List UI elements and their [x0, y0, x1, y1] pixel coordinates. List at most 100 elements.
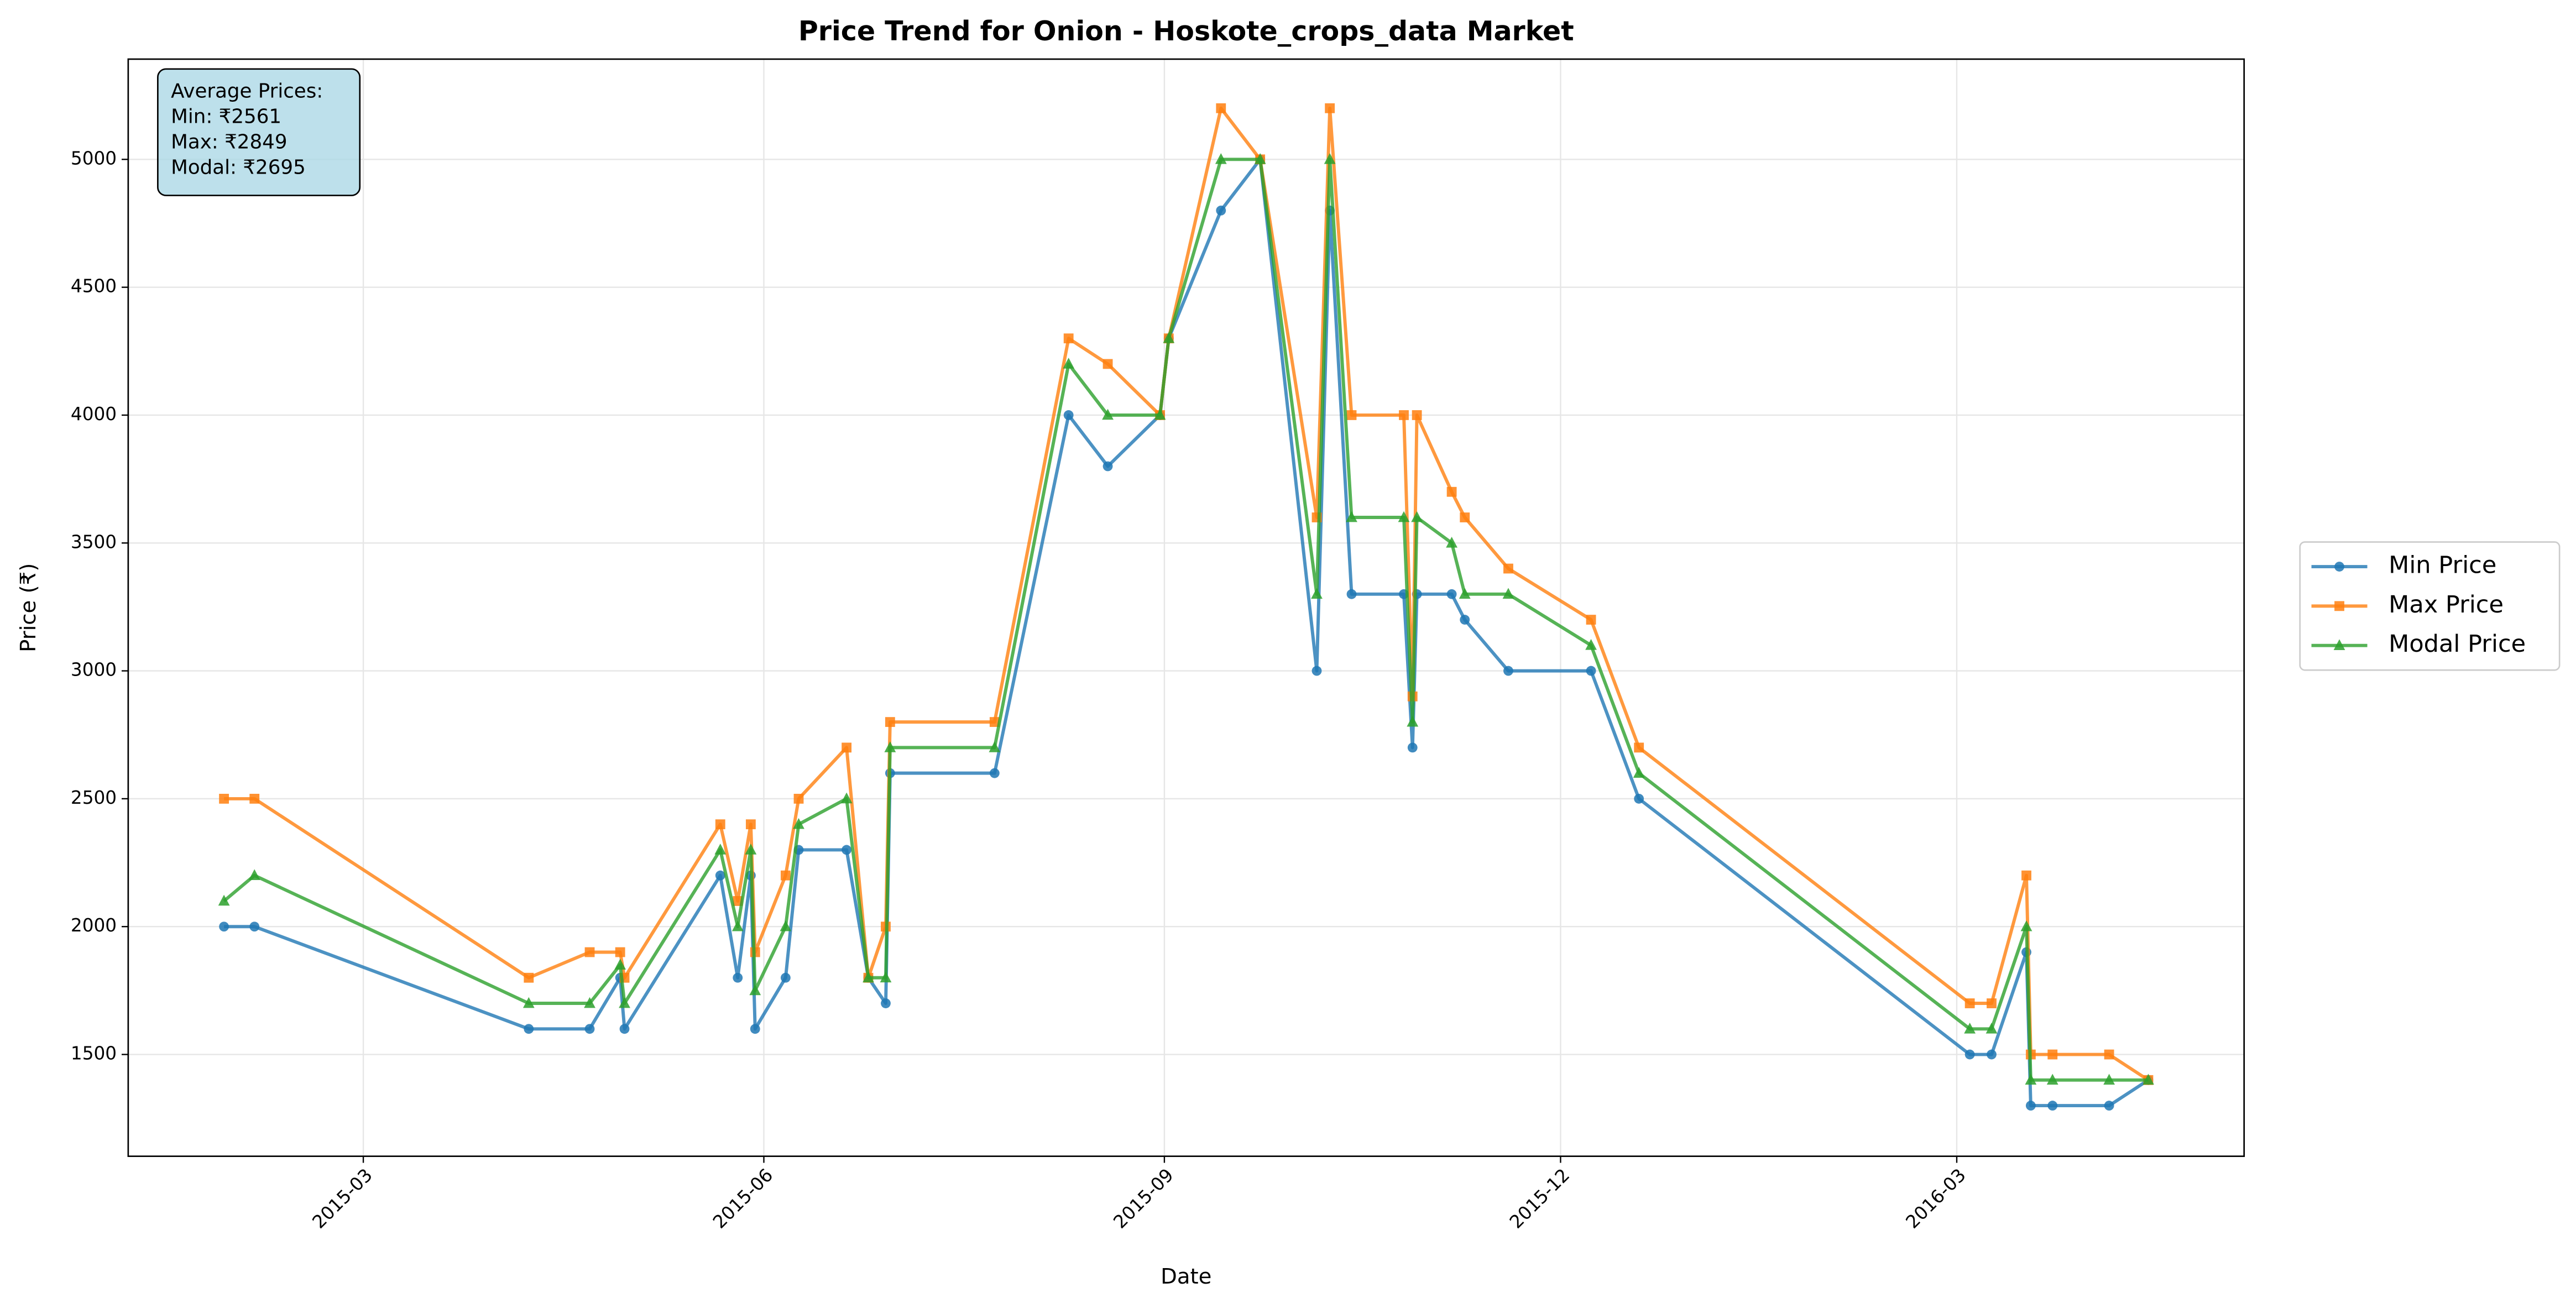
marker	[1633, 767, 1645, 778]
marker	[1102, 359, 1113, 369]
marker	[842, 742, 852, 753]
marker	[733, 972, 743, 983]
marker	[2103, 1074, 2115, 1085]
marker	[1311, 588, 1323, 599]
marker	[2020, 920, 2032, 931]
marker	[1446, 589, 1457, 599]
marker	[745, 819, 756, 830]
marker	[1411, 511, 1423, 522]
y-tick-label: 5000	[71, 148, 117, 169]
marker	[1460, 512, 1470, 522]
marker	[1634, 794, 1644, 804]
marker	[1459, 588, 1471, 599]
marker	[522, 997, 535, 1008]
annotation-text: Modal: ₹2695	[171, 156, 306, 179]
marker	[1399, 410, 1409, 420]
marker	[750, 1024, 760, 1034]
legend-label: Min Price	[2389, 552, 2496, 579]
marker	[524, 1024, 534, 1034]
marker	[989, 717, 1000, 727]
marker	[1216, 205, 1226, 216]
marker	[863, 971, 874, 983]
marker	[1446, 486, 1457, 497]
marker	[615, 947, 625, 957]
marker	[584, 1024, 595, 1034]
marker	[714, 844, 727, 855]
marker	[1987, 1049, 1997, 1060]
marker	[1154, 409, 1166, 420]
y-tick-label: 2500	[71, 787, 117, 808]
marker	[2047, 1101, 2058, 1111]
marker	[1412, 410, 1422, 420]
marker	[989, 768, 1000, 778]
marker	[745, 844, 757, 855]
annotation-text: Average Prices:	[171, 80, 323, 102]
marker	[619, 1024, 630, 1034]
y-tick-label: 3500	[71, 531, 117, 552]
marker	[885, 717, 895, 727]
marker	[614, 959, 626, 970]
marker	[219, 921, 229, 932]
marker	[1324, 153, 1336, 164]
marker	[1446, 536, 1458, 548]
y-tick-label: 2000	[71, 915, 117, 936]
legend-box	[2299, 541, 2561, 671]
marker	[1460, 615, 1470, 625]
annotation-box	[157, 68, 361, 196]
marker	[1325, 103, 1335, 113]
marker	[1063, 410, 1074, 420]
marker	[2025, 1101, 2036, 1111]
legend-label: Max Price	[2389, 591, 2504, 619]
marker	[1407, 742, 1418, 753]
marker	[219, 794, 229, 804]
marker	[1216, 103, 1226, 113]
marker	[1407, 715, 1419, 727]
marker	[780, 870, 791, 881]
marker	[1503, 563, 1513, 574]
marker	[1964, 1022, 1976, 1034]
marker	[1163, 332, 1175, 343]
marker	[780, 972, 791, 983]
marker	[1063, 358, 1075, 369]
marker	[1586, 666, 1596, 676]
marker	[1585, 639, 1597, 650]
marker	[749, 984, 761, 996]
marker	[2104, 1049, 2114, 1060]
y-tick-label: 4000	[71, 404, 117, 425]
marker	[2021, 870, 2031, 881]
y-tick-label: 1500	[71, 1043, 117, 1064]
marker	[884, 741, 896, 752]
legend-marker	[2334, 562, 2344, 572]
marker	[840, 792, 853, 804]
marker	[989, 741, 1001, 752]
marker	[1503, 666, 1513, 676]
marker	[249, 794, 260, 804]
marker	[1586, 615, 1596, 625]
marker	[2046, 1074, 2058, 1085]
marker	[1346, 511, 1357, 522]
marker	[1063, 333, 1074, 344]
marker	[793, 794, 804, 804]
plot-frame	[127, 58, 2245, 1158]
marker	[249, 921, 260, 932]
annotation-text: Max: ₹2849	[171, 130, 287, 153]
annotation-text: Min: ₹2561	[171, 105, 281, 128]
marker	[1346, 589, 1357, 599]
chart-title: Price Trend for Onion - Hoskote_crops_da…	[798, 15, 1574, 47]
marker	[780, 920, 792, 931]
marker	[218, 894, 230, 906]
legend-label: Modal Price	[2389, 630, 2526, 658]
marker	[2104, 1101, 2114, 1111]
marker	[1398, 511, 1410, 522]
marker	[793, 818, 804, 829]
y-tick-label: 3000	[71, 659, 117, 680]
marker	[880, 971, 892, 983]
y-tick-label: 4500	[71, 276, 117, 297]
marker	[1987, 998, 1997, 1008]
marker	[1102, 461, 1113, 472]
marker	[731, 920, 744, 931]
y-axis-label: Price (₹)	[16, 563, 41, 652]
marker	[584, 947, 595, 957]
